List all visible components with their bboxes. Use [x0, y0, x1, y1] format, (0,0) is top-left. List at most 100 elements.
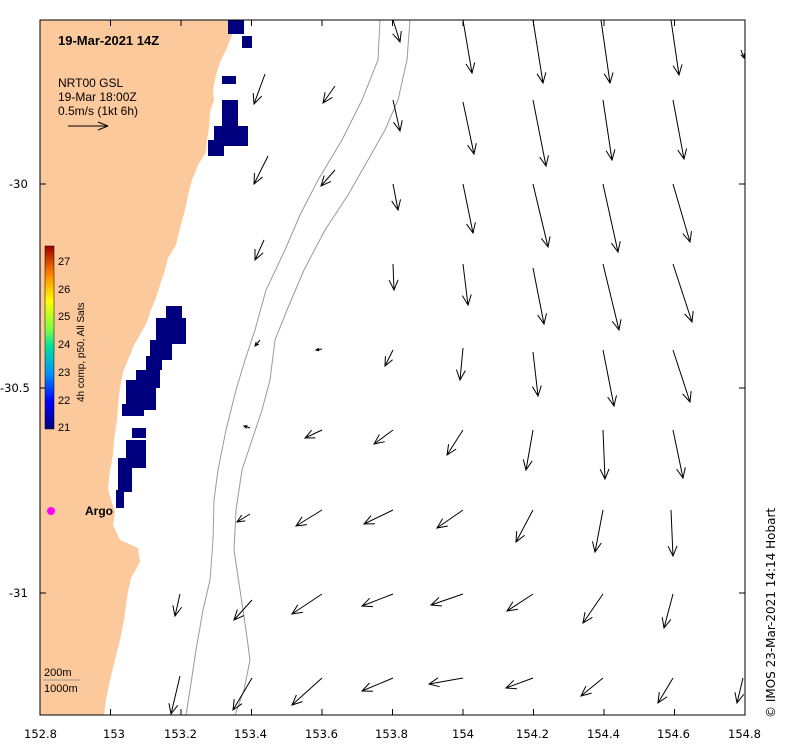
current-arrow — [672, 429, 686, 480]
colorbar-tick-24: 24 — [58, 339, 71, 351]
sst-cold-patches — [116, 20, 252, 508]
colorbar-tick-26: 26 — [58, 284, 71, 296]
y-tick-label: -30 — [9, 177, 28, 191]
legend-scale-arrow — [68, 121, 109, 131]
current-arrow — [515, 509, 534, 544]
colorbar-tick-22: 22 — [58, 395, 71, 407]
current-arrow — [531, 351, 542, 398]
current-arrow — [455, 347, 466, 382]
current-arrow — [532, 20, 547, 85]
current-arrow — [314, 347, 323, 352]
current-arrow — [291, 677, 323, 706]
imos-credit: © IMOS 23-Mar-2021 14:14 Hobart — [764, 507, 778, 718]
current-arrow — [461, 263, 472, 307]
current-arrow — [232, 677, 253, 712]
y-tick-label: -31 — [9, 586, 28, 600]
x-tick-label: 153.8 — [375, 727, 408, 741]
isobath-200m — [185, 20, 381, 715]
legend-time: 19-Mar 18:00Z — [58, 90, 137, 104]
current-arrow — [392, 20, 402, 44]
colorbar-tick-23: 23 — [58, 367, 71, 379]
current-arrow — [233, 599, 253, 621]
current-arrow — [290, 593, 323, 615]
current-arrow — [435, 509, 464, 529]
current-arrow — [740, 49, 745, 60]
isobath-1000m — [233, 20, 411, 715]
colorbar-tick-27: 27 — [58, 256, 71, 268]
current-arrow — [294, 509, 323, 527]
sst-cold-pixel — [132, 428, 146, 438]
sst-cold-pixel — [228, 20, 244, 34]
current-arrow — [303, 429, 323, 439]
sst-cold-pixel — [208, 140, 224, 156]
legend-scale: 0.5m/s (1kt 6h) — [58, 104, 139, 118]
current-arrow — [657, 677, 674, 705]
current-arrow — [602, 349, 617, 408]
current-arrow — [360, 677, 394, 692]
x-tick-label: 153.6 — [305, 727, 338, 741]
current-vectors — [168, 20, 745, 715]
current-arrow — [672, 99, 688, 161]
axis-ticks — [39, 20, 746, 715]
current-arrow — [580, 677, 604, 697]
colorbar — [44, 245, 55, 430]
isobath-label-1000m: 1000m — [44, 683, 78, 695]
x-tick-label: 153 — [103, 727, 125, 741]
current-arrow — [672, 263, 694, 324]
x-tick-label: 152.8 — [24, 727, 57, 741]
current-arrow — [388, 263, 399, 292]
current-arrow — [532, 267, 547, 326]
current-arrow — [600, 20, 614, 85]
current-arrow — [667, 509, 678, 558]
current-arrow — [446, 429, 464, 457]
sst-cold-pixel — [118, 458, 132, 492]
current-arrow — [253, 155, 269, 186]
map-title: 19-Mar-2021 14Z — [58, 33, 160, 48]
x-tick-label: 154.8 — [728, 727, 761, 741]
current-arrow — [320, 169, 336, 187]
current-arrow — [599, 429, 610, 481]
current-arrow — [582, 593, 604, 625]
current-arrow — [235, 513, 251, 523]
current-arrow — [254, 239, 265, 262]
colorbar-tick-21: 21 — [58, 422, 71, 434]
current-arrow — [360, 593, 394, 608]
current-arrow — [242, 425, 251, 429]
current-arrow — [322, 85, 336, 104]
x-tick-label: 154.4 — [587, 727, 620, 741]
sst-cold-pixel — [146, 356, 162, 370]
current-arrow — [462, 183, 476, 235]
current-arrow — [602, 183, 621, 254]
legend-product: NRT00 GSL — [58, 76, 124, 90]
current-arrow — [252, 73, 266, 106]
current-arrow — [602, 263, 622, 332]
current-arrow — [429, 593, 464, 607]
current-arrow — [172, 593, 183, 618]
current-arrow — [373, 429, 394, 445]
current-arrow — [392, 99, 403, 133]
sst-cold-pixel — [122, 404, 144, 416]
x-tick-label: 153.4 — [234, 727, 267, 741]
argo-float-marker[interactable] — [47, 507, 55, 515]
sst-cold-pixel — [150, 340, 172, 360]
x-tick-label: 154.6 — [657, 727, 690, 741]
current-arrow — [532, 99, 549, 168]
x-tick-label: 154 — [452, 727, 474, 741]
current-arrow — [672, 183, 693, 244]
x-tick-label: 153.2 — [164, 727, 197, 741]
current-arrow — [391, 183, 402, 212]
argo-label: Argo — [85, 504, 113, 518]
current-arrow — [504, 677, 534, 690]
current-arrow — [661, 593, 674, 630]
y-tick-label: -30.5 — [0, 381, 30, 395]
current-arrow — [505, 593, 534, 612]
current-arrow — [522, 429, 534, 472]
current-arrow — [462, 20, 476, 75]
sst-cold-pixel — [156, 318, 186, 344]
current-arrow — [672, 349, 692, 404]
colorbar-tick-25: 25 — [58, 311, 71, 323]
current-arrow — [427, 677, 464, 688]
current-arrow — [254, 339, 261, 347]
current-arrow — [591, 509, 604, 554]
